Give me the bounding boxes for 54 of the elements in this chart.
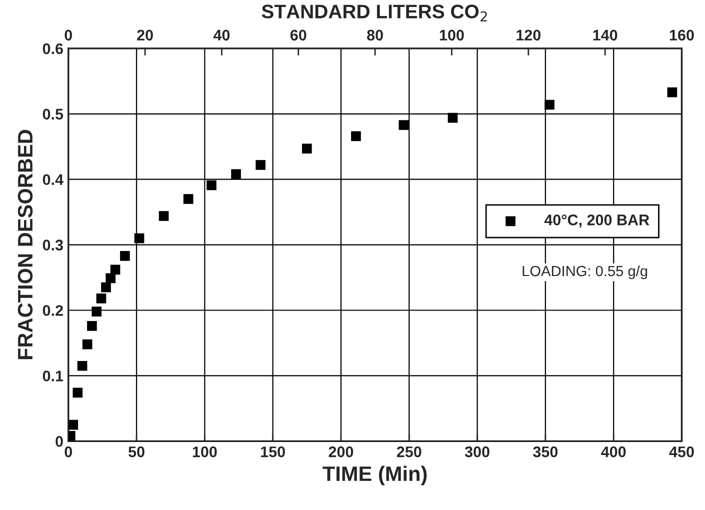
point <box>72 388 83 398</box>
point <box>398 120 409 130</box>
point <box>77 360 88 371</box>
x-tick-label: 150 <box>261 446 285 458</box>
y-tick-label: 0.2 <box>42 305 63 316</box>
x-tick-label: 100 <box>192 446 217 458</box>
point <box>110 264 120 275</box>
y-tick-label: 0.3 <box>42 240 63 251</box>
point <box>206 180 216 190</box>
x2-tick-label: 40 <box>213 30 230 41</box>
y-tick-label: 0.5 <box>42 108 64 120</box>
x-axis-title: TIME (Min) <box>322 466 427 486</box>
x2-tick-label: 160 <box>670 30 694 41</box>
point <box>351 131 361 142</box>
point <box>82 339 92 350</box>
annotation: LOADING: 0.55 g/g <box>522 265 648 280</box>
y-axis-title: FRACTION DESORBED <box>18 130 33 360</box>
point <box>87 321 97 331</box>
y-tick-label: 0.1 <box>42 370 64 382</box>
x2-tick-label: 20 <box>137 30 153 41</box>
x2-tick-label: 120 <box>516 30 541 41</box>
point <box>183 194 194 204</box>
point <box>96 294 106 304</box>
point <box>231 169 241 180</box>
x-tick-label: 450 <box>669 446 694 458</box>
point <box>106 273 116 284</box>
x-tick-label: 0 <box>64 446 72 458</box>
x-tick-label: 50 <box>128 446 144 458</box>
point <box>92 306 102 316</box>
legend-label: 40°C, 200 BAR <box>544 214 650 228</box>
point <box>68 420 78 430</box>
point <box>544 100 554 110</box>
x-tick-label: 300 <box>464 446 490 458</box>
y-tick-label: 0.4 <box>42 174 64 186</box>
point <box>667 87 678 98</box>
point <box>158 211 169 221</box>
x-tick-label: 200 <box>328 446 354 458</box>
point <box>134 233 144 244</box>
x2-tick-label: 100 <box>440 30 464 41</box>
point <box>302 144 312 154</box>
x-tick-label: 350 <box>533 446 558 458</box>
x2-axis-title: STANDARD LITERS CO$_{2}$ <box>262 4 487 22</box>
y-tick-label: 0 <box>56 436 63 447</box>
point <box>101 282 111 292</box>
x2-tick-label: 60 <box>290 30 306 41</box>
x2-tick-label: 140 <box>593 30 618 41</box>
y-tick-label: 0.6 <box>42 43 63 54</box>
point <box>256 160 266 170</box>
x-tick-label: 400 <box>601 446 626 458</box>
point <box>448 112 458 123</box>
point <box>120 251 130 261</box>
x-tick-label: 250 <box>396 446 422 458</box>
x2-tick-label: 80 <box>367 30 383 41</box>
x2-tick-label: 0 <box>64 30 72 41</box>
